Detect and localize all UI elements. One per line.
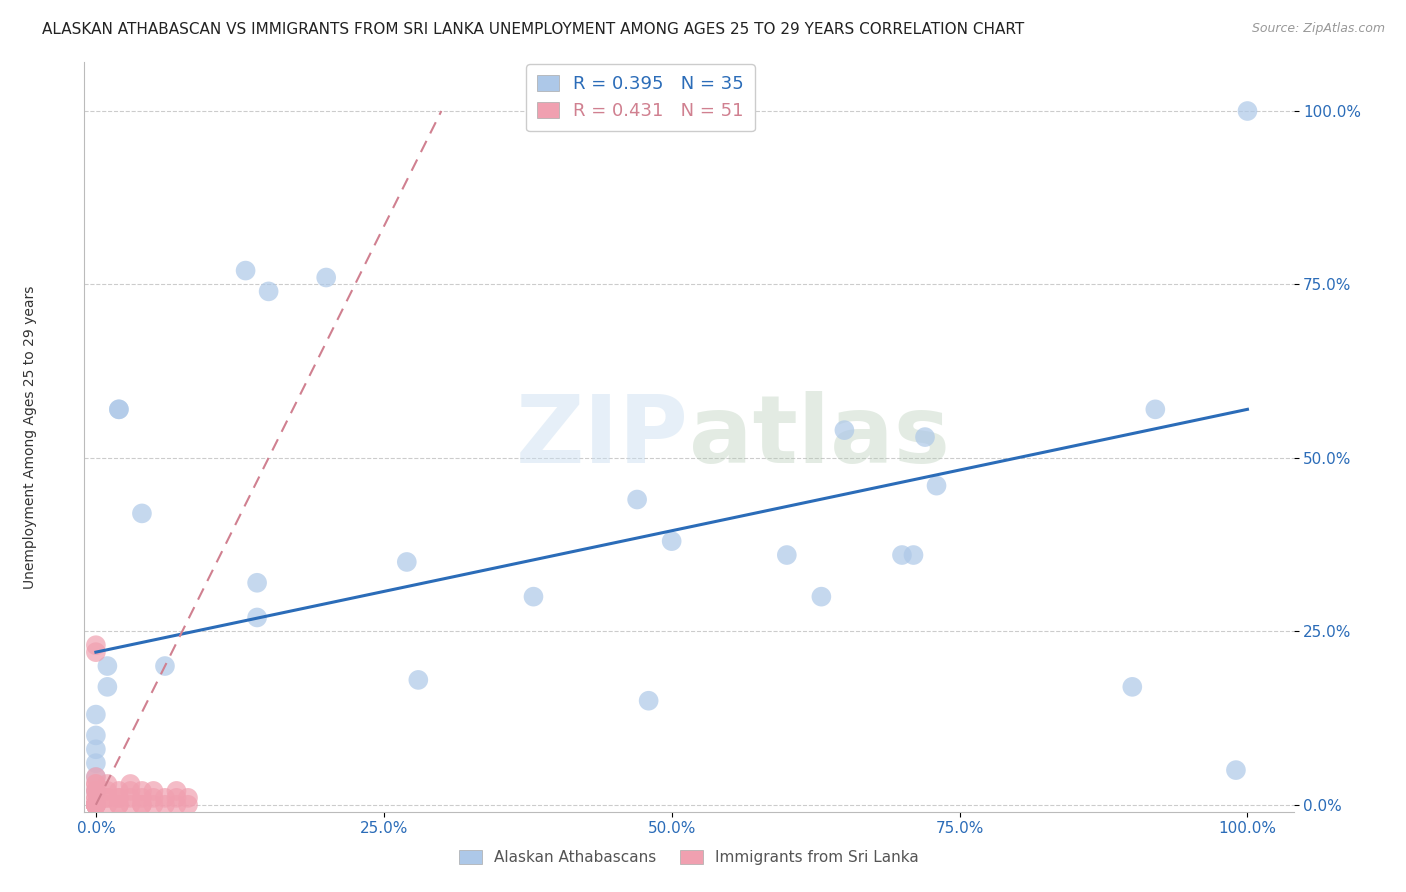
- Point: [84, 797, 107, 812]
- Point: [1121, 680, 1143, 694]
- Point: [153, 790, 176, 805]
- Point: [166, 790, 188, 805]
- Point: [84, 797, 107, 812]
- Text: Unemployment Among Ages 25 to 29 years: Unemployment Among Ages 25 to 29 years: [22, 285, 37, 589]
- Point: [84, 797, 107, 812]
- Text: ALASKAN ATHABASCAN VS IMMIGRANTS FROM SRI LANKA UNEMPLOYMENT AMONG AGES 25 TO 29: ALASKAN ATHABASCAN VS IMMIGRANTS FROM SR…: [42, 22, 1025, 37]
- Point: [120, 790, 142, 805]
- Point: [637, 694, 659, 708]
- Point: [120, 784, 142, 798]
- Point: [96, 680, 118, 694]
- Point: [776, 548, 799, 562]
- Point: [84, 638, 107, 652]
- Point: [891, 548, 914, 562]
- Point: [96, 784, 118, 798]
- Point: [96, 790, 118, 805]
- Point: [246, 610, 269, 624]
- Point: [257, 285, 280, 299]
- Point: [395, 555, 418, 569]
- Point: [84, 770, 107, 784]
- Point: [84, 797, 107, 812]
- Point: [626, 492, 648, 507]
- Point: [84, 797, 107, 812]
- Point: [84, 797, 107, 812]
- Point: [84, 784, 107, 798]
- Point: [177, 797, 200, 812]
- Point: [235, 263, 257, 277]
- Point: [810, 590, 832, 604]
- Point: [661, 534, 683, 549]
- Point: [84, 797, 107, 812]
- Point: [108, 784, 131, 798]
- Point: [84, 797, 107, 812]
- Point: [84, 770, 107, 784]
- Point: [131, 797, 153, 812]
- Point: [108, 797, 131, 812]
- Point: [153, 797, 176, 812]
- Text: Source: ZipAtlas.com: Source: ZipAtlas.com: [1251, 22, 1385, 36]
- Point: [142, 790, 165, 805]
- Point: [914, 430, 936, 444]
- Text: ZIP: ZIP: [516, 391, 689, 483]
- Point: [108, 402, 131, 417]
- Point: [131, 790, 153, 805]
- Point: [84, 784, 107, 798]
- Point: [84, 790, 107, 805]
- Point: [84, 797, 107, 812]
- Point: [84, 742, 107, 756]
- Point: [153, 659, 176, 673]
- Point: [108, 797, 131, 812]
- Point: [84, 784, 107, 798]
- Point: [166, 784, 188, 798]
- Legend: Alaskan Athabascans, Immigrants from Sri Lanka: Alaskan Athabascans, Immigrants from Sri…: [453, 844, 925, 871]
- Point: [96, 797, 118, 812]
- Point: [408, 673, 430, 687]
- Point: [84, 645, 107, 659]
- Point: [84, 707, 107, 722]
- Point: [142, 797, 165, 812]
- Point: [315, 270, 337, 285]
- Point: [84, 797, 107, 812]
- Point: [84, 797, 107, 812]
- Point: [84, 797, 107, 812]
- Point: [84, 797, 107, 812]
- Point: [246, 575, 269, 590]
- Point: [84, 777, 107, 791]
- Point: [903, 548, 925, 562]
- Point: [96, 659, 118, 673]
- Point: [166, 797, 188, 812]
- Point: [84, 797, 107, 812]
- Point: [1225, 763, 1247, 777]
- Point: [108, 790, 131, 805]
- Point: [108, 790, 131, 805]
- Point: [108, 402, 131, 417]
- Point: [84, 777, 107, 791]
- Point: [120, 777, 142, 791]
- Point: [96, 777, 118, 791]
- Point: [142, 784, 165, 798]
- Point: [1144, 402, 1167, 417]
- Point: [834, 423, 856, 437]
- Point: [177, 790, 200, 805]
- Point: [84, 728, 107, 742]
- Point: [522, 590, 544, 604]
- Point: [84, 797, 107, 812]
- Point: [131, 507, 153, 521]
- Point: [96, 790, 118, 805]
- Point: [84, 790, 107, 805]
- Point: [120, 797, 142, 812]
- Point: [925, 478, 948, 492]
- Point: [84, 756, 107, 771]
- Point: [131, 797, 153, 812]
- Point: [1236, 103, 1258, 118]
- Text: atlas: atlas: [689, 391, 950, 483]
- Point: [131, 784, 153, 798]
